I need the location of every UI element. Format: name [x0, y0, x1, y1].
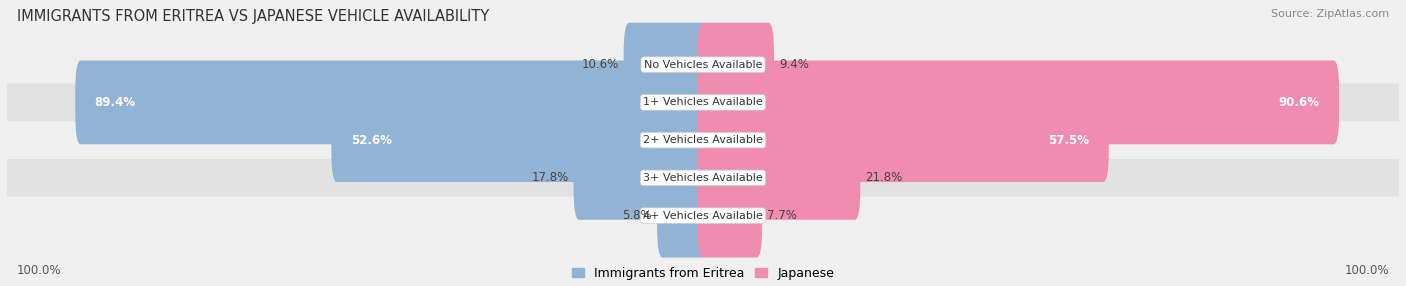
Text: 5.8%: 5.8% — [623, 209, 652, 222]
Text: 90.6%: 90.6% — [1278, 96, 1320, 109]
Text: 10.6%: 10.6% — [582, 58, 619, 71]
Text: 21.8%: 21.8% — [865, 171, 903, 184]
FancyBboxPatch shape — [697, 174, 762, 258]
FancyBboxPatch shape — [7, 46, 1399, 84]
Text: 17.8%: 17.8% — [531, 171, 568, 184]
FancyBboxPatch shape — [624, 23, 709, 107]
FancyBboxPatch shape — [657, 174, 709, 258]
FancyBboxPatch shape — [7, 197, 1399, 235]
Text: 4+ Vehicles Available: 4+ Vehicles Available — [643, 211, 763, 221]
FancyBboxPatch shape — [332, 98, 709, 182]
FancyBboxPatch shape — [7, 159, 1399, 197]
Text: 57.5%: 57.5% — [1049, 134, 1090, 147]
Text: 1+ Vehicles Available: 1+ Vehicles Available — [643, 98, 763, 107]
FancyBboxPatch shape — [697, 23, 773, 107]
FancyBboxPatch shape — [574, 136, 709, 220]
Text: 2+ Vehicles Available: 2+ Vehicles Available — [643, 135, 763, 145]
FancyBboxPatch shape — [7, 84, 1399, 121]
Text: 7.7%: 7.7% — [768, 209, 797, 222]
Text: 89.4%: 89.4% — [94, 96, 136, 109]
Text: 100.0%: 100.0% — [17, 265, 62, 277]
Legend: Immigrants from Eritrea, Japanese: Immigrants from Eritrea, Japanese — [572, 267, 834, 280]
FancyBboxPatch shape — [697, 98, 1109, 182]
Text: 52.6%: 52.6% — [352, 134, 392, 147]
Text: No Vehicles Available: No Vehicles Available — [644, 60, 762, 69]
FancyBboxPatch shape — [697, 136, 860, 220]
Text: Source: ZipAtlas.com: Source: ZipAtlas.com — [1271, 9, 1389, 19]
Text: IMMIGRANTS FROM ERITREA VS JAPANESE VEHICLE AVAILABILITY: IMMIGRANTS FROM ERITREA VS JAPANESE VEHI… — [17, 9, 489, 23]
FancyBboxPatch shape — [7, 121, 1399, 159]
FancyBboxPatch shape — [76, 60, 709, 144]
Text: 3+ Vehicles Available: 3+ Vehicles Available — [643, 173, 763, 183]
FancyBboxPatch shape — [697, 60, 1339, 144]
Text: 9.4%: 9.4% — [779, 58, 808, 71]
Text: 100.0%: 100.0% — [1344, 265, 1389, 277]
